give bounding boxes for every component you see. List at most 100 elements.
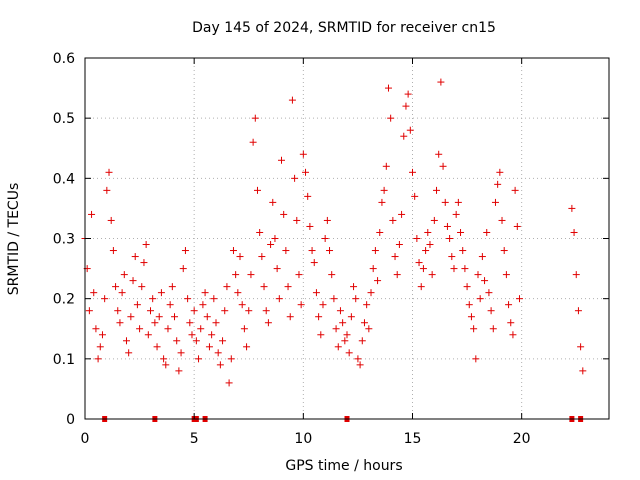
data-point [378,198,386,206]
data-point [179,265,187,273]
data-point [579,367,587,375]
data-point [171,313,179,321]
data-point [572,271,580,279]
data-point [114,307,122,315]
data-point [243,343,251,351]
data-point [295,271,303,279]
data-point [278,156,285,164]
data-point [249,138,257,146]
y-axis-label: SRMTID / TECUs [6,183,22,296]
data-point [251,114,259,122]
data-point [404,90,412,98]
data-point [197,325,205,333]
data-point [424,228,432,236]
data-point [448,253,456,261]
data-point [352,295,360,303]
data-point [500,247,508,255]
data-point [402,102,410,110]
y-tick-label: 0.5 [53,111,75,127]
data-point [131,253,139,261]
data-point [415,259,423,267]
data-point [188,331,196,339]
data-point [94,355,102,363]
data-point [430,216,438,224]
data-point [118,289,126,297]
data-point [570,228,578,236]
data-point [395,241,403,249]
data-point [382,162,390,170]
data-point [238,301,246,309]
data-point [437,78,445,86]
data-point [153,343,161,351]
data-point [92,325,100,333]
data-point [122,337,130,345]
data-point [85,307,93,315]
data-point [310,259,318,267]
data-point [157,289,165,297]
data-point [317,331,325,339]
data-point [127,313,135,321]
data-point [367,289,375,297]
data-point [210,295,218,303]
data-point [184,295,192,303]
data-point [470,325,478,333]
data-point [240,325,248,333]
data-point [481,277,489,285]
data-point [151,319,159,327]
data-point [101,295,109,303]
data-point [223,283,231,291]
data-point [282,247,290,255]
data-point [483,228,491,236]
data-point [280,210,288,218]
data-point [264,319,272,327]
x-tick-label: 5 [190,431,199,447]
data-point [334,343,342,351]
data-point [199,301,207,309]
data-point [363,301,371,309]
data-point [173,337,181,345]
data-point [417,283,425,291]
data-point [568,204,576,212]
data-point [509,331,517,339]
data-point [208,331,216,339]
data-point [465,301,473,309]
data-point [236,253,244,261]
x-axis-label: GPS time / hours [285,458,402,474]
data-point [498,216,506,224]
data-point [201,289,209,297]
axis-ticks: 0 0.1 0.2 0.3 0.4 0.5 0.6 0 5 10 15 20 [53,51,609,447]
data-point [129,277,137,285]
data-point [308,247,316,255]
data-point [463,283,471,291]
data-point [166,301,174,309]
data-point [360,319,368,327]
x-tick-label: 20 [513,431,531,447]
data-point [577,343,585,351]
x-tick-label: 0 [81,431,90,447]
data-point [315,313,323,321]
data-point [332,325,340,333]
data-point [288,96,296,104]
data-point [454,198,462,206]
data-point [269,198,277,206]
data-point [90,289,98,297]
data-point [203,313,211,321]
data-point [155,313,163,321]
data-point [147,307,154,315]
data-point [186,319,194,327]
data-point [347,313,355,321]
data-point [205,343,213,351]
y-tick-label: 0 [66,412,75,428]
data-point [406,126,414,134]
data-point [177,349,185,357]
data-point [319,301,327,309]
data-point [302,168,310,176]
data-point [271,235,279,242]
data-point [195,355,203,363]
data-point [284,283,292,291]
data-point [400,132,408,140]
x-tick-label: 15 [404,431,422,447]
data-point [496,168,504,176]
y-tick-label: 0.4 [53,171,75,187]
data-point [350,283,358,291]
